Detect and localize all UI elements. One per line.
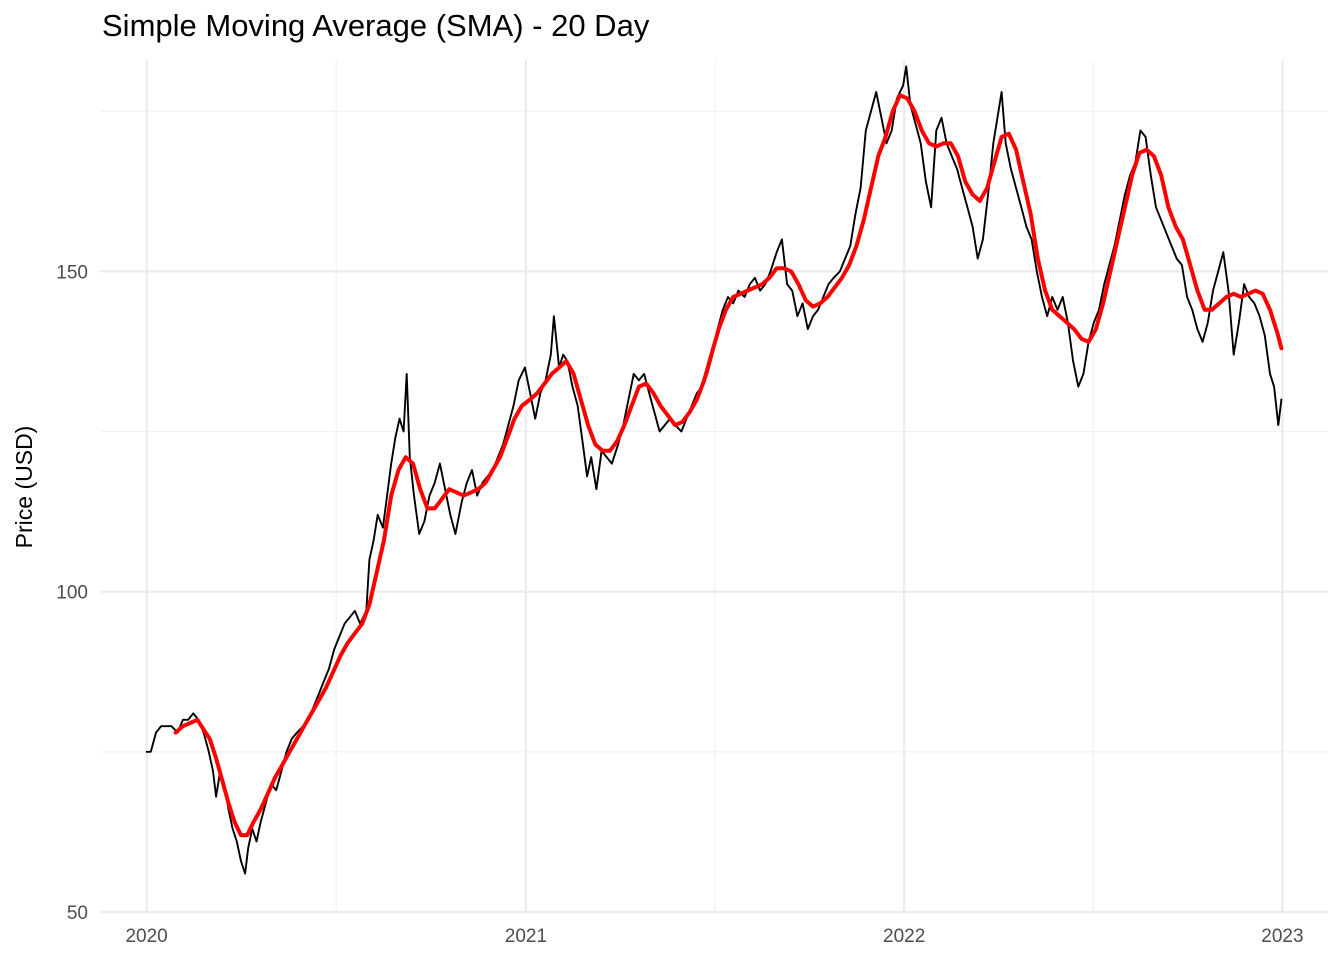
sma-line	[173, 93, 1284, 838]
y-axis-title: Price (USD)	[11, 426, 37, 549]
x-tick-label: 2020	[125, 926, 167, 947]
x-tick-labels: 2020 2021 2022 2023	[125, 926, 1303, 947]
chart-title: Simple Moving Average (SMA) - 20 Day	[102, 8, 650, 43]
grid-lines	[100, 60, 1328, 914]
y-tick-label: 150	[56, 262, 88, 283]
series-layer	[145, 65, 1284, 875]
x-tick-label: 2021	[505, 926, 547, 947]
x-tick-label: 2022	[883, 926, 925, 947]
price-line	[145, 65, 1283, 875]
y-tick-labels: 50 100 150	[56, 262, 88, 924]
y-tick-label: 50	[67, 903, 88, 924]
x-tick-label: 2023	[1261, 926, 1303, 947]
y-tick-label: 100	[56, 583, 88, 604]
